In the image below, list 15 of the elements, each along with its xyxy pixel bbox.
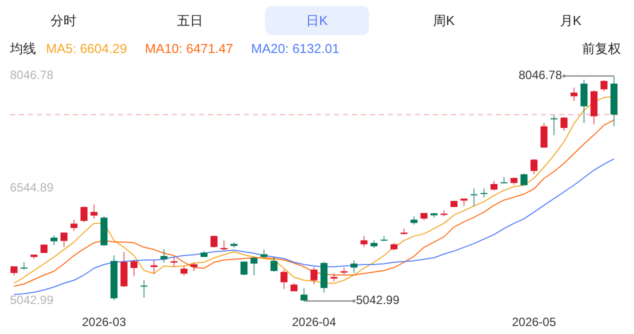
text: 前复权 [582,41,621,56]
text: MA10: 6471.47 [144,41,234,56]
tabs: 分时 五日 日K 周K 月K [50,6,582,35]
y-tick-label: 6544.89 [10,180,54,195]
legend-title: 均线 [9,41,36,56]
x-tick-label: 2026-05 [512,315,556,329]
text: MA5: 6604.29 [46,41,127,56]
candlestick [240,260,248,276]
x-tick-label: 2026-04 [292,315,336,329]
annotation: 8046.78 [518,68,562,82]
annotation: 5042.99 [356,293,400,308]
x-tick-label: 2026-03 [82,315,126,329]
text: MA20: 6132.01 [251,41,340,56]
y-tick-label: 5042.99 [10,293,54,308]
y-tick-label: 8046.78 [10,68,54,82]
